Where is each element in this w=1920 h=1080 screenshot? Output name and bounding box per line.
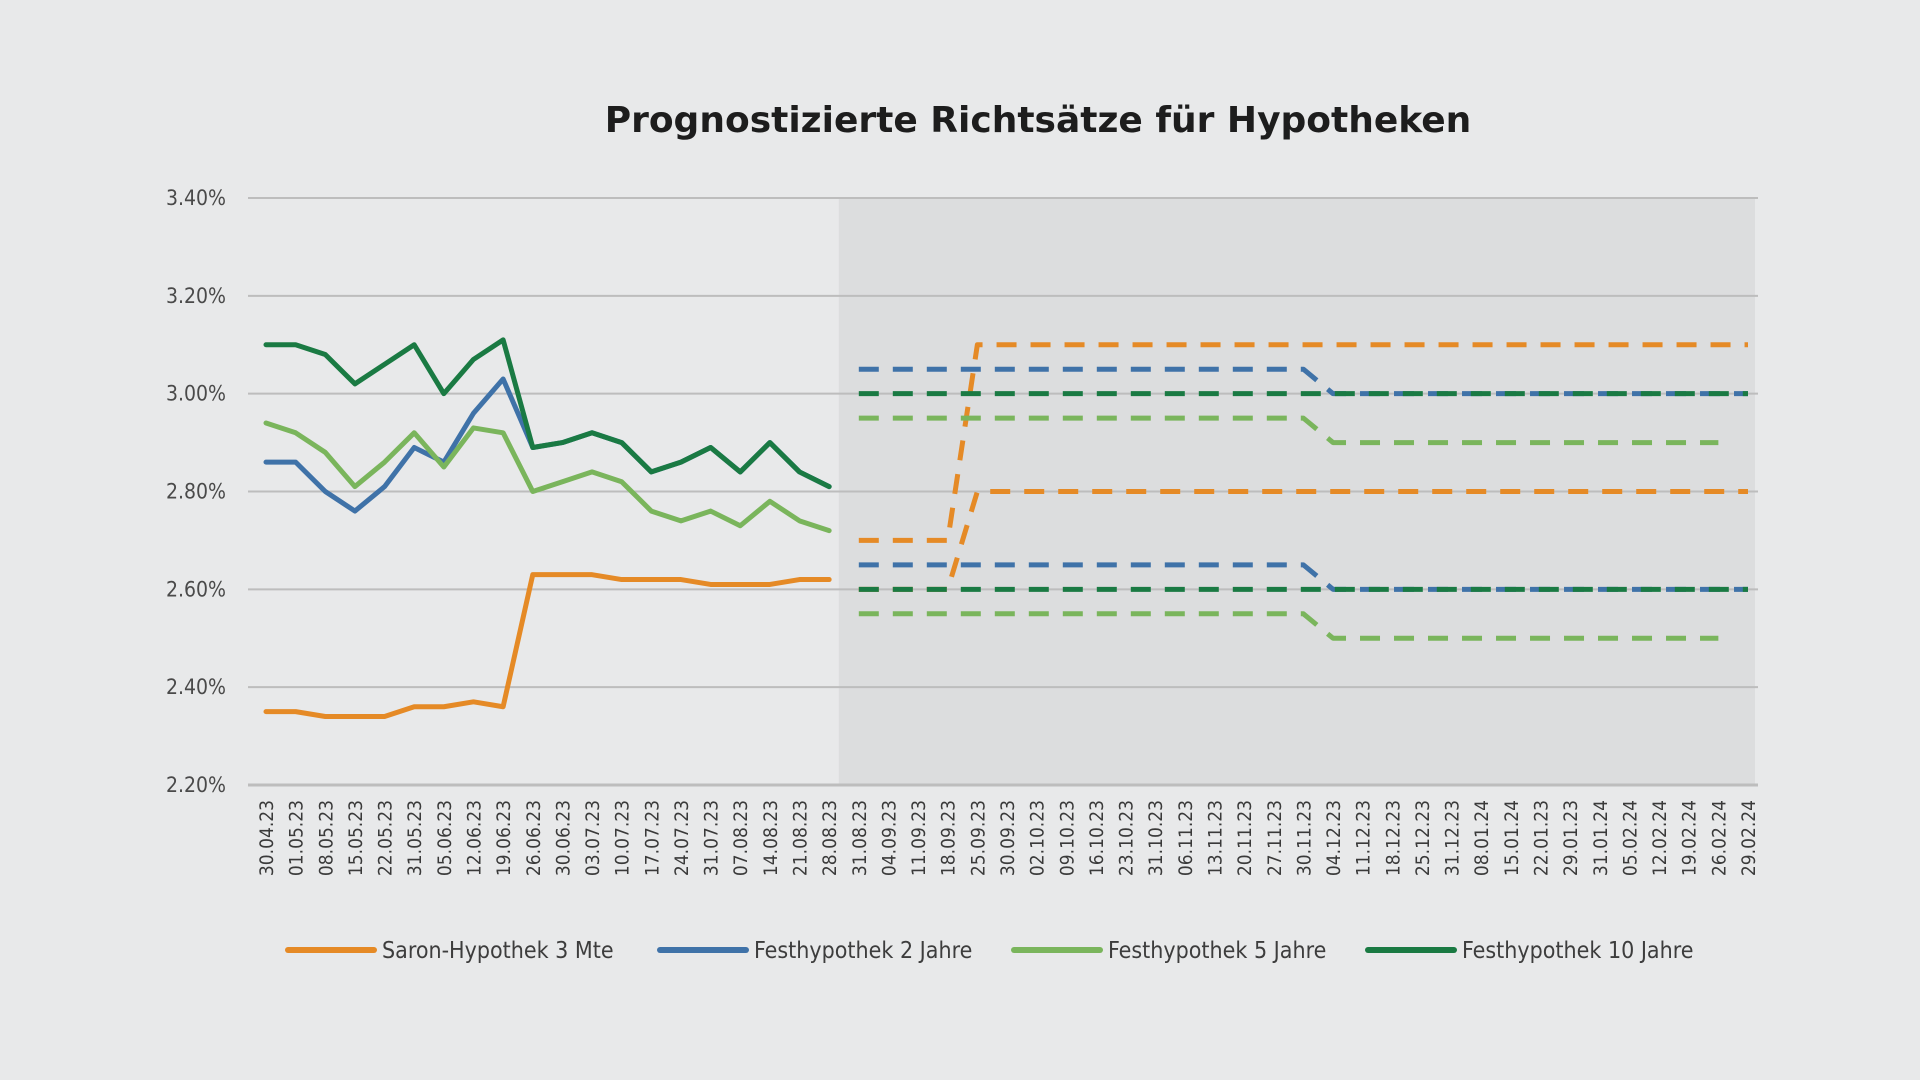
x-tick-label: 04.12.23 xyxy=(1323,800,1345,876)
x-tick-label: 06.11.23 xyxy=(1175,800,1197,876)
legend-item: Festhypothek 2 Jahre xyxy=(657,938,972,964)
y-tick-label: 3.20% xyxy=(166,284,226,308)
y-tick-label: 3.40% xyxy=(166,186,226,210)
x-tick-label: 29.01.23 xyxy=(1560,800,1582,876)
x-tick-label: 18.09.23 xyxy=(938,800,960,876)
series-line-historical xyxy=(263,420,832,534)
x-tick-label: 22.01.23 xyxy=(1531,800,1553,876)
x-tick-label: 26.02.24 xyxy=(1708,800,1730,876)
legend-label: Festhypothek 5 Jahre xyxy=(1108,938,1326,964)
x-tick-label: 28.08.23 xyxy=(819,800,841,876)
series-line-forecast-lower xyxy=(858,489,1748,592)
chart-title: Prognostizierte Richtsätze für Hypotheke… xyxy=(604,100,1472,141)
x-tick-label: 04.09.23 xyxy=(878,800,900,876)
x-tick-label: 31.01.24 xyxy=(1590,800,1612,876)
series-line-historical xyxy=(263,572,832,720)
x-tick-label: 21.08.23 xyxy=(790,800,812,876)
x-tick-label: 13.11.23 xyxy=(1204,800,1226,876)
x-tick-label: 31.07.23 xyxy=(701,800,723,876)
x-tick-label: 30.09.23 xyxy=(997,800,1019,876)
series-line-forecast-lower xyxy=(858,562,1748,592)
x-tick-label: 31.05.23 xyxy=(404,800,426,876)
series-line-historical xyxy=(263,337,832,490)
x-tick-label: 03.07.23 xyxy=(582,800,604,876)
y-tick-label: 2.60% xyxy=(166,577,226,601)
legend: Saron-Hypothek 3 Mte Festhypothek 2 Jahre… xyxy=(285,938,1693,964)
x-tick-label: 16.10.23 xyxy=(1086,800,1108,876)
legend-label: Festhypothek 2 Jahre xyxy=(754,938,972,964)
series-lines xyxy=(263,337,1748,720)
x-tick-label: 31.12.23 xyxy=(1442,800,1464,876)
series-line-forecast-upper xyxy=(858,366,1748,397)
x-tick-label: 02.10.23 xyxy=(1027,800,1049,876)
x-tick-label: 29.02.24 xyxy=(1738,800,1760,876)
x-tick-label: 10.07.23 xyxy=(612,800,634,876)
x-tick-label: 11.12.23 xyxy=(1353,800,1375,876)
legend-item: Festhypothek 10 Jahre xyxy=(1365,938,1693,964)
x-tick-label: 12.02.24 xyxy=(1649,800,1671,876)
x-tick-label: 12.06.23 xyxy=(463,800,485,876)
x-tick-label: 18.12.23 xyxy=(1382,800,1404,876)
x-tick-label: 19.06.23 xyxy=(493,800,515,876)
x-tick-label: 17.07.23 xyxy=(641,800,663,876)
series-line-forecast-lower xyxy=(858,611,1719,641)
x-tick-label: 27.11.23 xyxy=(1264,800,1286,876)
x-tick-label: 31.10.23 xyxy=(1145,800,1167,876)
x-tick-label: 30.11.23 xyxy=(1293,800,1315,876)
x-tick-label: 08.01.24 xyxy=(1471,800,1493,876)
series-1 xyxy=(263,342,1748,720)
x-tick-label: 15.05.23 xyxy=(345,800,367,876)
x-tick-label: 30.04.23 xyxy=(256,800,278,876)
x-axis-ticks: 30.04.23 01.05.23 08.05.23 15.05.23 22.05.23… xyxy=(256,800,1760,876)
y-tick-label: 2.20% xyxy=(166,773,226,797)
series-4 xyxy=(263,337,1748,592)
x-tick-label: 07.08.23 xyxy=(730,800,752,876)
x-tick-label: 30.06.23 xyxy=(552,800,574,876)
x-tick-label: 25.09.23 xyxy=(967,800,989,876)
x-tick-label: 09.10.23 xyxy=(1056,800,1078,876)
legend-label: Festhypothek 10 Jahre xyxy=(1462,938,1693,964)
series-line-forecast-upper xyxy=(858,415,1719,446)
x-tick-label: 14.08.23 xyxy=(760,800,782,876)
x-tick-label: 08.05.23 xyxy=(315,800,337,876)
x-tick-label: 05.06.23 xyxy=(434,800,456,876)
x-tick-label: 01.05.23 xyxy=(286,800,308,876)
legend-item: Saron-Hypothek 3 Mte xyxy=(285,938,614,964)
x-tick-label: 24.07.23 xyxy=(671,800,693,876)
series-3 xyxy=(263,415,1719,641)
x-tick-label: 20.11.23 xyxy=(1234,800,1256,876)
x-tick-label: 19.02.24 xyxy=(1679,800,1701,876)
x-tick-label: 23.10.23 xyxy=(1116,800,1138,876)
x-tick-label: 22.05.23 xyxy=(375,800,397,876)
y-tick-label: 2.40% xyxy=(166,675,226,699)
y-tick-label: 3.00% xyxy=(166,382,226,406)
x-tick-label: 26.06.23 xyxy=(523,800,545,876)
x-tick-label: 31.08.23 xyxy=(849,800,871,876)
legend-label: Saron-Hypothek 3 Mte xyxy=(382,938,614,964)
legend-item: Festhypothek 5 Jahre xyxy=(1011,938,1326,964)
x-tick-label: 11.09.23 xyxy=(908,800,930,876)
x-tick-label: 05.02.24 xyxy=(1619,800,1641,876)
y-axis-ticks: 3.40% 3.20% 3.00% 2.80% 2.60% 2.40% 2.20% xyxy=(166,186,226,797)
series-line-forecast-upper xyxy=(858,342,1748,543)
x-tick-label: 15.01.24 xyxy=(1501,800,1523,876)
y-tick-label: 2.80% xyxy=(166,480,226,504)
x-tick-label: 25.12.23 xyxy=(1412,800,1434,876)
